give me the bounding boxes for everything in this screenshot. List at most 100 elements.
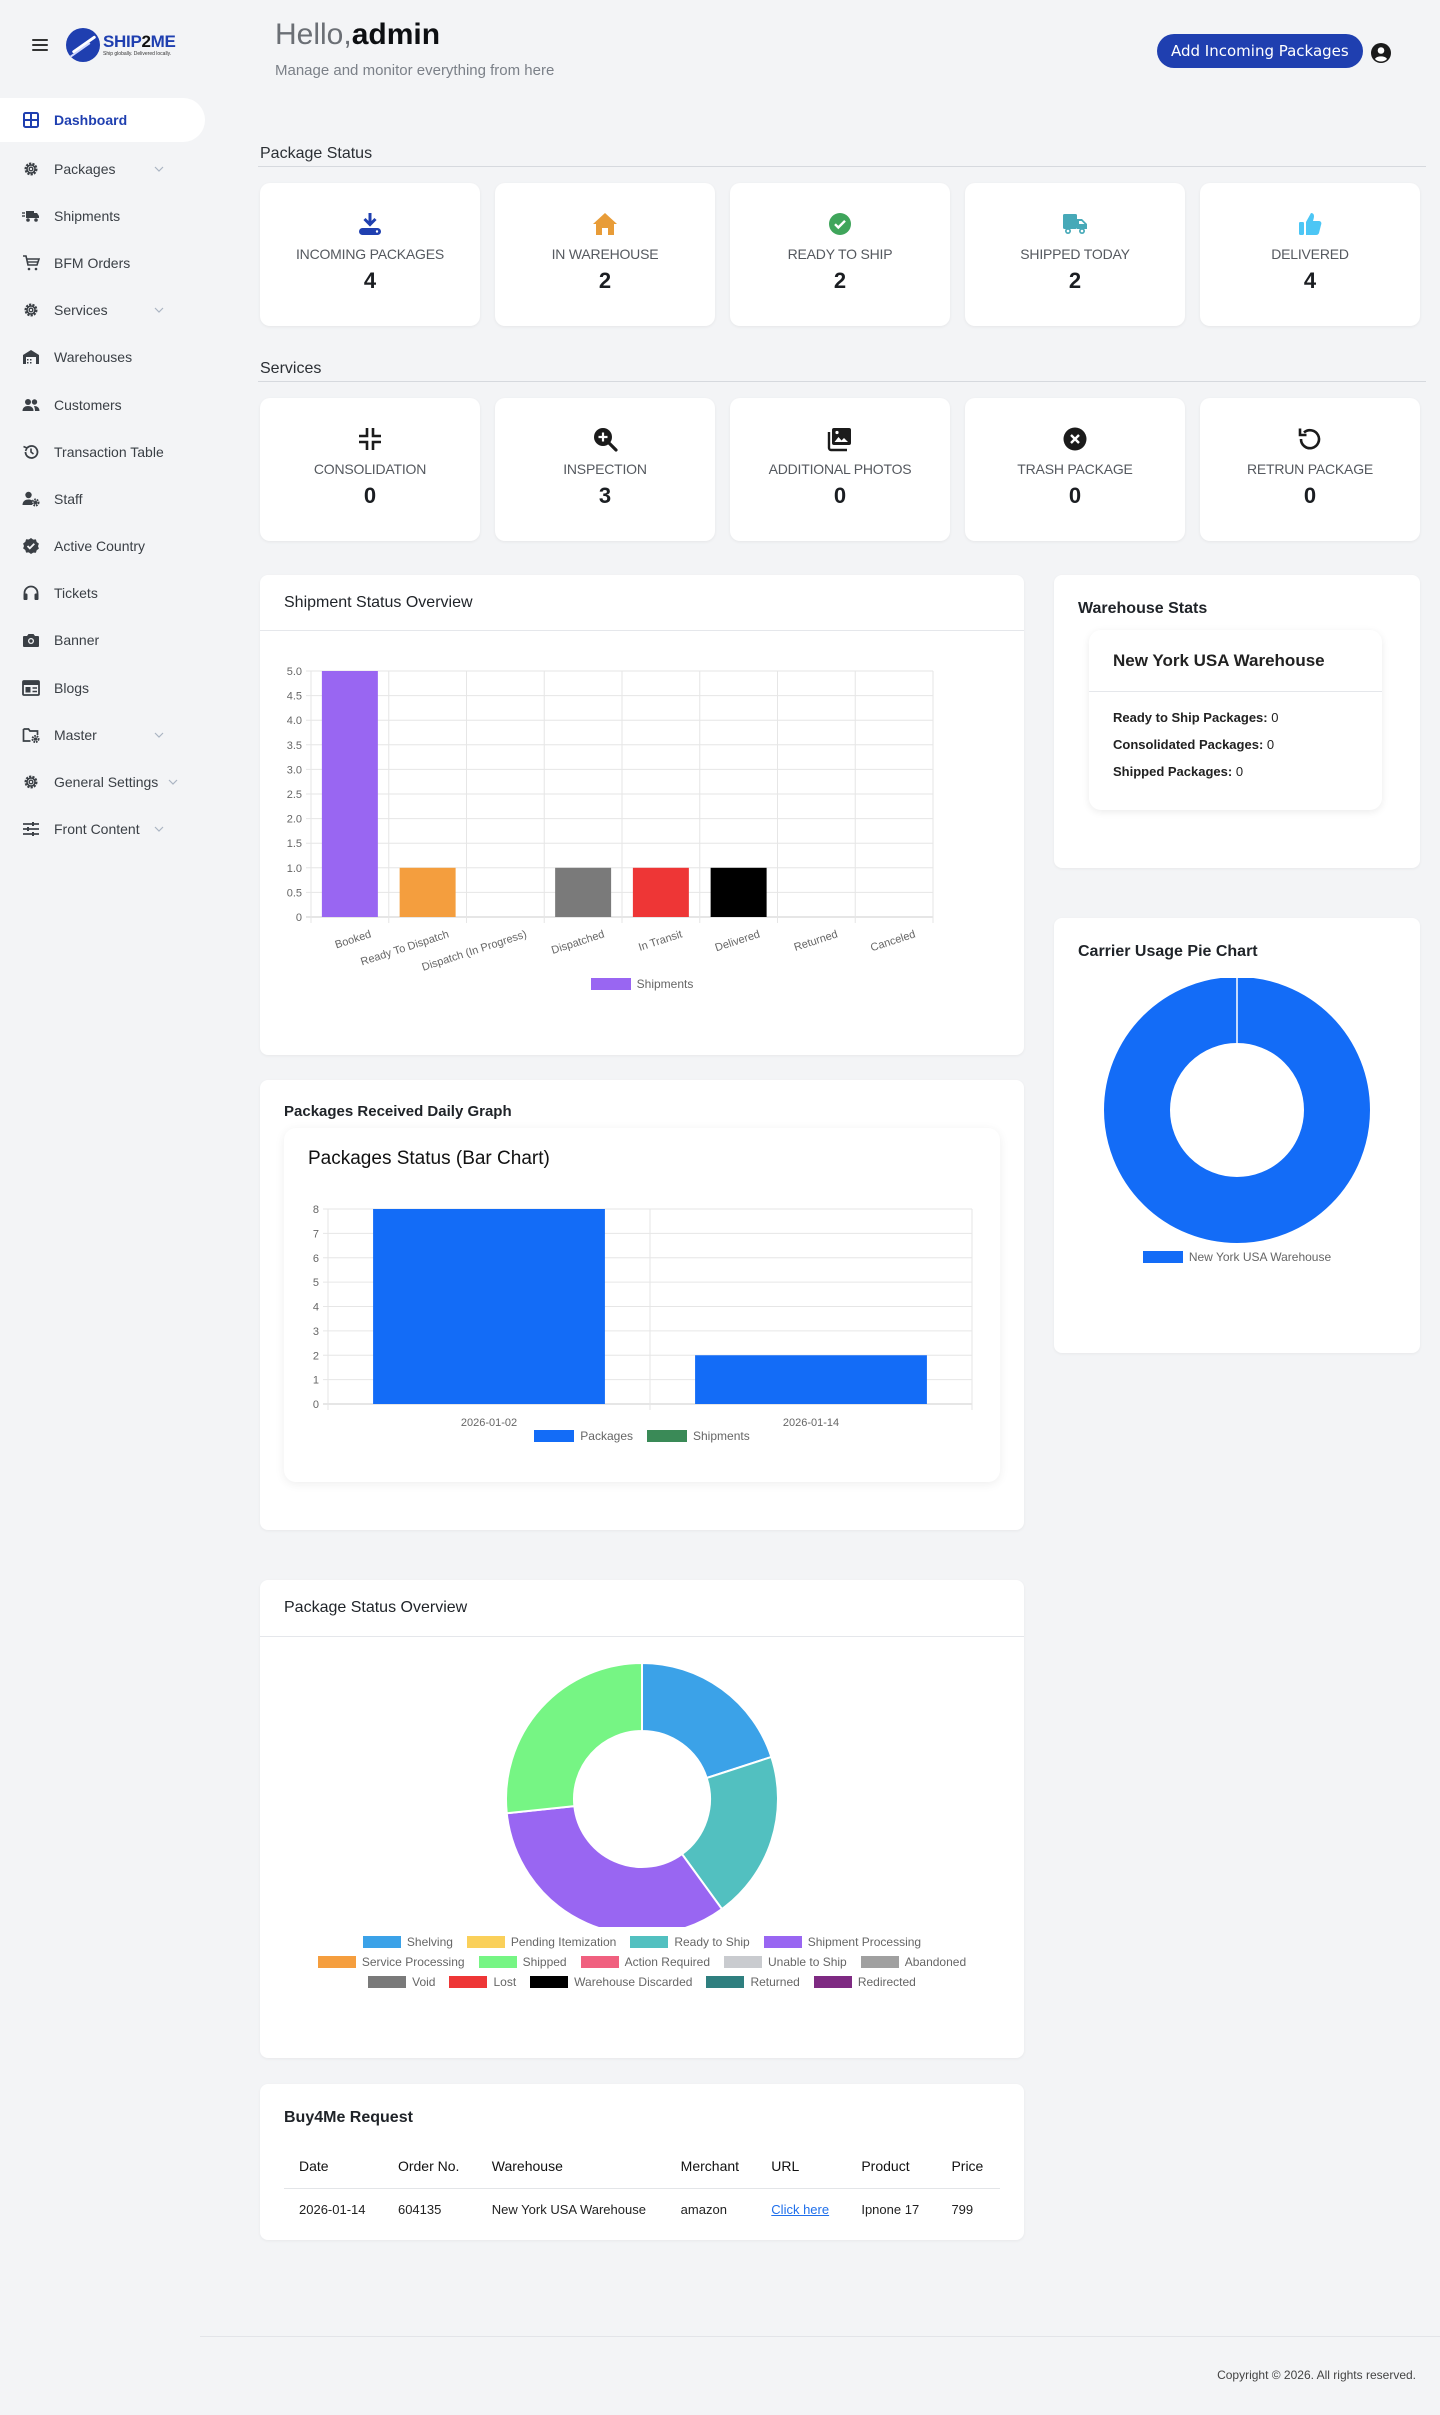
stat-card-additional-photos[interactable]: ADDITIONAL PHOTOS 0 [730,398,950,541]
sidebar-item-dashboard[interactable]: Dashboard [0,98,205,142]
download-tray-icon [357,211,383,237]
warehouse-stat-list: Ready to Ship Packages: 0 Consolidated Pa… [1089,692,1382,779]
sidebar-item-services[interactable]: Services [0,287,205,334]
stat-card-shipped-today[interactable]: SHIPPED TODAY 2 [965,183,1185,326]
shipment-status-bar-chart: 0 0.5 1.0 1.5 2.0 2.5 3.0 3.5 4.0 4.5 5.0 Booked Rea… [260,631,1024,1031]
table-cell: Ipnone 17 [861,2202,920,2217]
svg-text:1.5: 1.5 [287,838,302,850]
legend-item[interactable]: Unable to Ship [724,1955,847,1969]
legend-item[interactable]: Returned [706,1975,800,1989]
legend-item[interactable]: Warehouse Discarded [530,1975,692,1989]
page-subtitle: Manage and monitor everything from here [275,62,555,79]
sidebar-item-general-settings[interactable]: General Settings [0,758,205,805]
warehouse-stat-row: Ready to Ship Packages: 0 [1113,710,1279,725]
undo-icon [1297,426,1323,452]
legend-item[interactable]: Action Required [580,1955,710,1969]
copyright: Copyright © 2026. All rights reserved. [1217,2368,1416,2382]
legend-item[interactable]: Service Processing [317,1955,465,1969]
legend-item[interactable]: Ready to Ship [630,1935,750,1949]
svg-text:2026-01-02: 2026-01-02 [461,1417,517,1428]
stat-label: READY TO SHIP [787,246,893,262]
legend-item[interactable]: Shelving [362,1935,453,1949]
donut-segment [505,1661,643,1815]
stat-card-trash-package[interactable]: TRASH PACKAGE 0 [965,398,1185,541]
sidebar-item-label: Customers [54,396,122,413]
stat-card-consolidation[interactable]: CONSOLIDATION 0 [260,398,480,541]
sidebar-item-banner[interactable]: Banner [0,617,205,664]
bar [555,867,612,917]
zoom-in-icon [592,426,618,452]
legend-item[interactable]: Shipments [590,977,693,991]
package-status-cards: INCOMING PACKAGES 4 IN WAREHOUSE 2 READY… [260,183,1420,326]
stat-card-ready-to-ship[interactable]: READY TO SHIP 2 [730,183,950,326]
sidebar-item-label: Tickets [54,585,98,602]
sidebar-item-packages[interactable]: Packages [0,145,205,192]
menu-toggle-icon[interactable] [32,39,48,51]
panel-title: Packages Received Daily Graph [284,1103,512,1120]
svg-text:4.5: 4.5 [287,691,302,703]
table-header: Date Order No. Warehouse Merchant URL Product… [284,2144,1000,2189]
bar [399,867,456,917]
buy4me-table: Date Order No. Warehouse Merchant URL Product… [284,2144,1000,2230]
column-header: URL [756,2144,847,2189]
stat-value: 4 [1303,268,1317,293]
legend-item[interactable]: Shipments [647,1429,750,1443]
sidebar-item-front-content[interactable]: Front Content [0,806,205,853]
legend-item[interactable]: Pending Itemization [466,1935,616,1949]
legend-item[interactable]: Void [368,1975,435,1989]
warehouse-stats-panel: Warehouse Stats New York USA Warehouse R… [1054,575,1420,868]
legend-item[interactable]: Shipped [478,1955,567,1969]
add-incoming-packages-button[interactable]: Add Incoming Packages [1157,34,1363,68]
services-title: Services [260,360,322,377]
sidebar-item-label: Dashboard [54,112,128,128]
sidebar-item-label: Packages [54,160,116,177]
sidebar-item-active-country[interactable]: Active Country [0,523,205,570]
sidebar-item-label: Warehouses [54,349,133,366]
column-header: Date [284,2144,383,2189]
sidebar-item-warehouses[interactable]: Warehouses [0,334,205,381]
brand: SHIP2ME Ship globally. Delivered locally… [32,28,176,62]
sidebar-item-staff[interactable]: Staff [0,475,205,522]
sidebar-item-transaction-table[interactable]: Transaction Table [0,428,205,475]
legend-item[interactable]: Lost [449,1975,516,1989]
chevron-down-icon[interactable] [154,732,164,738]
camera-icon [22,631,40,649]
page-header: Hello,admin Manage and monitor everythin… [275,18,554,79]
chevron-down-icon[interactable] [154,826,164,833]
sidebar-item-tickets[interactable]: Tickets [0,570,205,617]
svg-text:Delivered: Delivered [714,928,762,954]
logo[interactable]: SHIP2ME Ship globally. Delivered locally… [66,28,176,62]
chevron-down-icon[interactable] [154,166,164,172]
user-account-icon[interactable] [1371,43,1391,63]
legend-item[interactable]: Shipment Processing [763,1935,921,1949]
sidebar-item-customers[interactable]: Customers [0,381,205,428]
stat-card-incoming-packages[interactable]: INCOMING PACKAGES 4 [260,183,480,326]
legend-item[interactable]: Abandoned [860,1955,966,1969]
stat-label: INCOMING PACKAGES [295,246,445,262]
warehouse-card[interactable]: New York USA Warehouse Ready to Ship Pac… [1089,630,1382,810]
stat-card-inspection[interactable]: INSPECTION 3 [495,398,715,541]
stat-card-in-warehouse[interactable]: IN WAREHOUSE 2 [495,183,715,326]
chevron-down-icon[interactable] [154,307,164,314]
stat-card-delivered[interactable]: DELIVERED 4 [1200,183,1420,326]
sidebar-item-master[interactable]: Master [0,711,205,758]
stat-label: SHIPPED TODAY [1020,246,1130,262]
donut-segment [641,1661,773,1780]
chevron-down-icon[interactable] [168,779,178,785]
sidebar-item-blogs[interactable]: Blogs [0,664,205,711]
bar [373,1209,605,1404]
column-header: Warehouse [476,2144,666,2189]
stat-card-retrun-package[interactable]: RETRUN PACKAGE 0 [1200,398,1420,541]
stat-label: IN WAREHOUSE [551,246,659,262]
sidebar-item-shipments[interactable]: Shipments [0,192,205,239]
legend-item[interactable]: Packages [534,1429,633,1443]
legend-item[interactable]: New York USA Warehouse [1142,1250,1331,1264]
sidebar-item-bfm-orders[interactable]: BFM Orders [0,239,205,286]
stat-value: 2 [1068,268,1082,293]
badge-check-icon [22,537,40,555]
svg-text:6: 6 [313,1253,319,1265]
gear-icon [22,773,40,791]
product-url-link[interactable]: Click here [771,2202,830,2217]
legend-item[interactable]: Redirected [813,1975,916,1989]
sliders-icon [22,820,40,838]
